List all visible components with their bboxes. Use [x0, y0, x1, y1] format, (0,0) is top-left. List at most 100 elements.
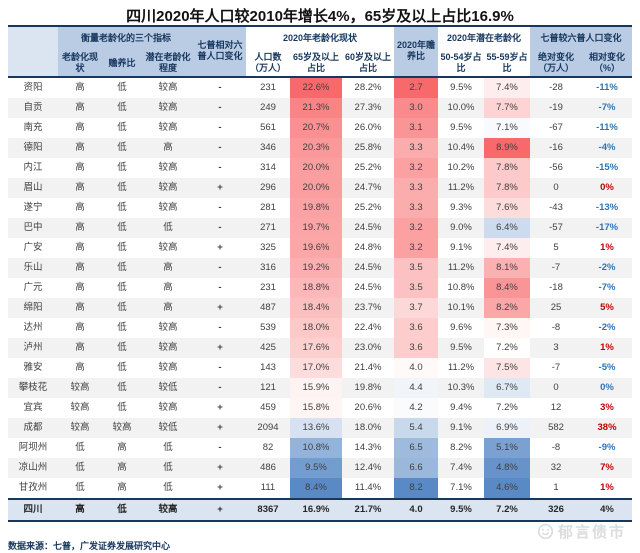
cell-pop: 425: [246, 337, 290, 358]
cell-abs: -43: [549, 201, 563, 213]
cell-ratio: 6.5: [394, 437, 438, 458]
cell-pop: 249: [246, 97, 290, 118]
cell-name: 广元: [23, 281, 43, 293]
cell-ratio: 3.2: [394, 237, 438, 258]
cell-support: 低: [117, 281, 127, 293]
cell-census_change: -: [194, 97, 246, 118]
cell-p60: 21.4%: [354, 361, 382, 373]
cell-name: 雅安: [23, 361, 43, 373]
cell-aging: 较高: [58, 417, 102, 438]
cell-aging: 低: [58, 457, 102, 478]
cell-p50_54: 9.1%: [438, 417, 484, 438]
cell-abs: -7: [551, 361, 561, 373]
cell-p60: 18.0%: [342, 417, 394, 438]
cell-p50_54: 9.5%: [450, 121, 472, 133]
cell-potential: 低: [163, 481, 173, 493]
cell-rel: 38%: [582, 417, 633, 438]
cell-potential: 较高: [158, 241, 178, 253]
column-header-abs-change: 绝对变化（万人）: [530, 51, 582, 77]
cell-aging: 低: [75, 441, 85, 453]
cell-p55_59: 4.8%: [484, 457, 530, 478]
cell-ratio: 4.4: [394, 377, 438, 398]
cell-p60: 19.8%: [342, 377, 394, 398]
cell-support: 较高: [102, 417, 142, 438]
cell-p60: 26.0%: [354, 121, 382, 133]
cell-support: 低: [117, 361, 127, 373]
cell-ratio: 3.6: [394, 337, 438, 358]
cell-rel: -5%: [598, 361, 616, 373]
cell-abs: -8: [551, 321, 561, 333]
cell-p55_59: 7.4%: [484, 237, 530, 258]
cell-aging: 高: [75, 281, 85, 293]
column-header-rel-change: 相对变化（%）: [582, 51, 633, 77]
cell-census_change: +: [194, 297, 246, 318]
cell-abs: 326: [530, 497, 582, 522]
cell-support: 低: [117, 121, 127, 133]
cell-support: 低: [102, 297, 142, 318]
cell-aging: 高: [75, 361, 85, 373]
cell-p60: 21.7%: [342, 497, 394, 522]
cell-pop: 82: [262, 441, 274, 453]
cell-abs: 12: [550, 401, 562, 413]
cell-pop: 486: [246, 457, 290, 478]
cell-census_change: -: [218, 121, 222, 133]
cell-ratio: 4.2: [394, 397, 438, 418]
cell-abs: -18: [549, 281, 563, 293]
cell-p50_54: 10.0%: [438, 97, 484, 118]
cell-p65: 20.3%: [290, 137, 342, 158]
cell-p55_59: 4.6%: [484, 477, 530, 499]
watermark-icon: [537, 523, 554, 540]
cell-name: 成都: [8, 417, 58, 438]
cell-abs: 0: [530, 377, 582, 398]
cell-p50_54: 7.4%: [438, 457, 484, 478]
cell-rel: -7%: [598, 281, 616, 293]
table-row: 乐山高低高 -316 19.2% 24.5% 3.5 11.2% 8.1% -7 -2%: [8, 257, 633, 278]
cell-ratio: 3.5: [394, 277, 438, 298]
cell-p65: 15.9%: [290, 377, 342, 398]
cell-p60: 27.3%: [342, 97, 394, 118]
cell-census_change: +: [194, 497, 246, 522]
cell-p65: 15.8%: [290, 397, 342, 418]
cell-census_change: +: [217, 401, 223, 413]
cell-p65: 19.2%: [290, 257, 342, 278]
cell-support: 低: [102, 75, 142, 98]
cell-name: 攀枝花: [8, 377, 58, 398]
cell-rel: -2%: [582, 257, 633, 278]
cell-p60: 23.7%: [342, 297, 394, 318]
cell-name: 甘孜州: [18, 481, 48, 493]
cell-p50_54: 8.2%: [450, 441, 472, 453]
cell-pop: 271: [246, 217, 290, 238]
cell-rel: 4%: [582, 497, 633, 522]
cell-aging: 高: [58, 337, 102, 358]
cell-rel: 0%: [582, 177, 633, 198]
cell-name: 绵阳: [8, 297, 58, 318]
cell-p60: 23.0%: [342, 337, 394, 358]
table-row: 南充 高 低 较高 - 561 20.7% 26.0% 3.1 9.5% 7.1% -67 -11%: [8, 117, 632, 138]
cell-p65: 18.0%: [290, 317, 342, 338]
cell-abs: -57: [530, 217, 582, 238]
page-title: 四川2020年人口较2010年增长4%，65岁及以上占比16.9%: [126, 8, 514, 25]
cell-ratio: 3.0: [394, 97, 438, 118]
cell-potential: 高: [142, 137, 194, 158]
cell-abs: -19: [530, 97, 582, 118]
table-row: 巴中高低低 -271 19.7% 24.5% 3.2 9.0% 6.4% -57 -17%: [8, 217, 633, 238]
cell-potential: 较高: [158, 201, 178, 213]
cell-p65: 16.9%: [290, 497, 342, 522]
cell-aging: 高: [58, 497, 102, 522]
cell-p60: 25.2%: [354, 161, 382, 173]
group-header-potential-2020: 2020年潜在老龄化: [438, 26, 530, 51]
cell-p50_54: 9.0%: [438, 217, 484, 238]
table-row: 攀枝花 较高低较低 -121 15.9% 19.8% 4.4 10.3% 6.7% 0 0%: [8, 377, 633, 398]
cell-abs: 0: [530, 177, 582, 198]
cell-census_change: -: [218, 361, 222, 373]
cell-support: 低: [102, 377, 142, 398]
cell-potential: 较高: [142, 75, 194, 98]
cell-aging: 高: [58, 177, 102, 198]
cell-ratio: 3.3: [394, 177, 438, 198]
cell-p60: 24.8%: [354, 241, 382, 253]
cell-p50_54: 9.5%: [438, 497, 484, 522]
cell-pop: 231: [246, 75, 290, 98]
cell-support: 低: [117, 201, 127, 213]
cell-support: 低: [102, 137, 142, 158]
table-row-total: 四川高低较高 +8367 16.9% 21.7% 4.0 9.5% 7.2% 326 4%: [8, 497, 633, 522]
